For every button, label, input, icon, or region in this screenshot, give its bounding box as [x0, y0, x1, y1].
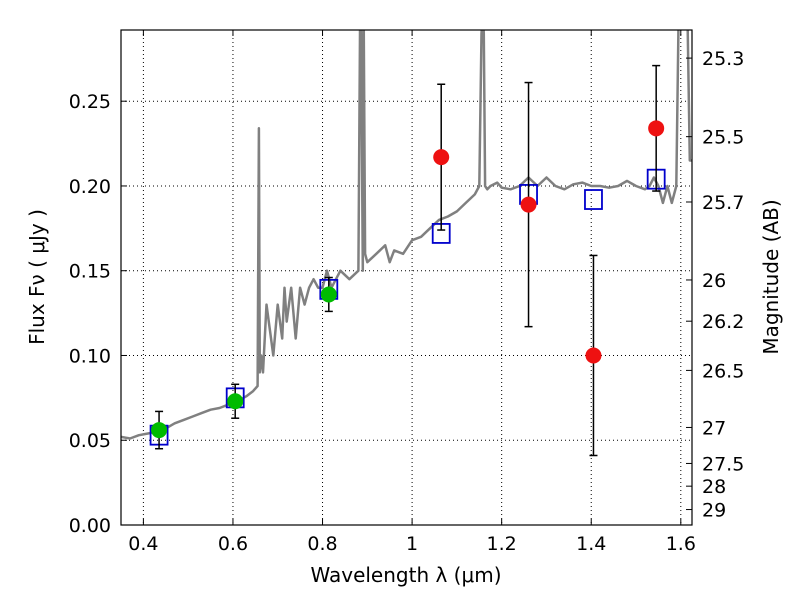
red-data-point [433, 149, 450, 166]
red-data-point [648, 120, 665, 137]
x-tick-label: 1.4 [576, 533, 606, 555]
red-data-point [520, 196, 537, 213]
y-tick-label: 0.20 [69, 176, 111, 198]
green-data-point [227, 393, 244, 410]
x-tick-label: 1.2 [487, 533, 517, 555]
plot-frame [120, 29, 693, 526]
y-tick-label: 0.15 [69, 261, 111, 283]
red-data-point [585, 347, 602, 364]
y-tick-label: 0.25 [69, 91, 111, 113]
x-tick-label: 1 [406, 533, 418, 555]
y2-tick-label: 27 [702, 417, 726, 439]
y2-tick-label: 27.5 [702, 453, 744, 475]
x-tick-label: 0.6 [218, 533, 248, 555]
y2-tick-label: 26 [702, 270, 726, 292]
y-axis-title: Flux Fν ( μJy ) [25, 209, 49, 345]
y2-tick-label: 26.2 [702, 311, 744, 333]
y-tick-label: 0.10 [69, 345, 111, 367]
y2-tick-label: 25.5 [702, 127, 744, 149]
green-data-point [151, 422, 168, 439]
spectrum-line [121, 30, 692, 440]
plot-layer [121, 30, 692, 457]
y2-tick-label: 25.3 [702, 48, 744, 70]
x-tick-label: 1.6 [666, 533, 696, 555]
y2-tick-label: 29 [702, 500, 726, 522]
x-tick-label: 0.4 [128, 533, 158, 555]
y2-tick-label: 25.7 [702, 192, 744, 214]
y-tick-label: 0.00 [69, 515, 111, 537]
x-axis-title: Wavelength λ (μm) [310, 563, 501, 587]
y2-tick-label: 28 [702, 476, 726, 498]
y2-tick-label: 26.5 [702, 360, 744, 382]
grid-layer [121, 30, 692, 525]
model-box-marker [584, 189, 603, 210]
axis-layer: 0.4 0.6 0.8 1 1.2 1.4 1.6 0.00 0.05 0.10 0.15 0.20 0… [69, 29, 744, 555]
y2-axis-title: Magnitude (AB) [759, 199, 783, 354]
x-tick-label: 0.8 [307, 533, 337, 555]
y-tick-label: 0.05 [69, 430, 111, 452]
green-data-point [320, 286, 337, 303]
